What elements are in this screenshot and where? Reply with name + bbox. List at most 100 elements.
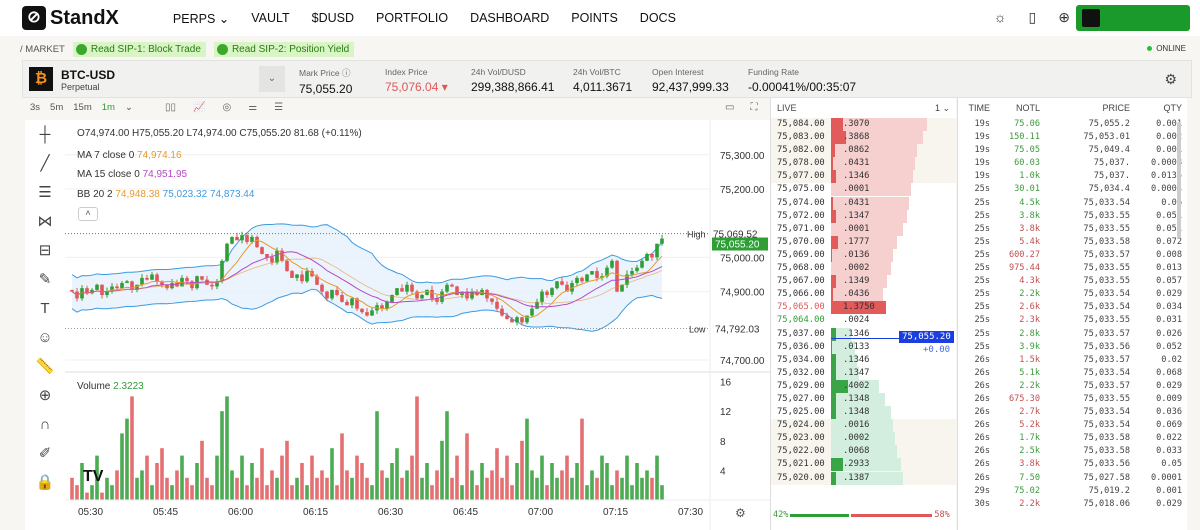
emoji-icon[interactable]: ☺ <box>37 329 53 346</box>
market-ticker: ₿ BTC-USD Perpetual ⌄ Mark Price ⓘ 75,055… <box>22 60 1192 98</box>
nav-item[interactable]: $DUSD <box>311 10 355 25</box>
camera-icon[interactable]: ◎ <box>222 102 232 113</box>
trade-qty: 0.026 <box>1156 328 1182 339</box>
ask-row[interactable]: 75,072.00 .1347 <box>771 209 956 223</box>
bid-row[interactable]: 75,022.00 .0068 <box>771 445 956 459</box>
text-icon[interactable]: T <box>40 300 50 317</box>
sip2-link[interactable]: Read SIP-2: Position Yield <box>213 42 355 57</box>
theme-sun-icon[interactable]: ☼ <box>993 9 1007 25</box>
interval-option[interactable]: ⌄ <box>124 102 133 113</box>
maximize-icon[interactable]: ▭ <box>725 102 735 113</box>
ask-row[interactable]: 75,069.00 .0136 <box>771 248 956 262</box>
zoom-icon[interactable]: ⊕ <box>38 387 52 404</box>
bid-row[interactable]: 75,064.00 .0024 <box>771 314 956 327</box>
candle <box>635 267 639 272</box>
ask-price: 75,082.00 <box>777 145 825 156</box>
low-value: 74,792.03 <box>715 325 760 336</box>
trade-qty: 0.0008 <box>1150 158 1182 169</box>
bid-row[interactable]: 75,036.00 .0133 <box>771 340 956 354</box>
bid-row[interactable]: 75,024.00 .0016 <box>771 419 956 433</box>
bid-row[interactable]: 75,023.00 .0002 <box>771 432 956 446</box>
bid-row[interactable]: 75,037.00 .1346 <box>771 327 956 341</box>
ask-row[interactable]: 75,084.00 .3070 <box>771 118 956 132</box>
candle <box>350 298 354 306</box>
volume-bar <box>75 485 79 500</box>
candle <box>340 295 344 302</box>
nav-item[interactable]: DASHBOARD <box>470 10 550 25</box>
ask-row[interactable]: 75,065.00 1.3750 <box>771 301 956 315</box>
magnet-icon[interactable]: ∩ <box>39 416 51 433</box>
price-chart[interactable]: 75,300.00 75,200.00 75,000.00 74,900.00 74,7… <box>65 120 770 530</box>
bid-row[interactable]: 75,034.00 .1346 <box>771 353 956 367</box>
interval-option[interactable]: 1m <box>101 102 115 113</box>
volume-bar <box>350 477 354 500</box>
ask-row[interactable]: 75,070.00 .1777 <box>771 235 956 249</box>
ask-row[interactable]: 75,068.00 .0002 <box>771 262 956 276</box>
ask-row[interactable]: 75,071.00 .0001 <box>771 222 956 236</box>
bid-row[interactable]: 75,025.00 .1348 <box>771 406 956 420</box>
ma7-value: 74,974.16 <box>137 150 182 161</box>
indicators-icon[interactable]: 📈 <box>193 102 206 113</box>
fib-icon[interactable]: ☰ <box>38 184 52 201</box>
ask-row[interactable]: 75,074.00 .0431 <box>771 196 956 210</box>
trend-line-icon[interactable]: ╱ <box>40 155 50 172</box>
interval-option[interactable]: 5m <box>50 102 64 113</box>
ask-row[interactable]: 75,082.00 .0862 <box>771 144 956 158</box>
candle-type-icon[interactable]: ▯▯ <box>165 102 177 113</box>
price-group-select[interactable]: 1 ⌄ <box>934 103 950 113</box>
logo[interactable]: ⊘ StandX <box>22 6 119 30</box>
market-dropdown[interactable]: ⌄ <box>259 66 285 92</box>
trade-price: 75,033.54 <box>1083 302 1130 313</box>
sip1-link[interactable]: Read SIP-1: Block Trade <box>72 42 206 57</box>
account-button[interactable] <box>1076 5 1190 31</box>
pattern-icon[interactable]: ⋈ <box>37 213 53 230</box>
time-tick: 06:00 <box>228 507 253 518</box>
ask-row[interactable]: 75,083.00 .3868 <box>771 131 956 145</box>
candle <box>415 291 419 299</box>
candle <box>330 289 334 299</box>
interval-option[interactable]: 3s <box>30 102 41 113</box>
interval-option[interactable]: 15m <box>73 102 92 113</box>
ask-row[interactable]: 75,077.00 .1346 <box>771 170 956 184</box>
projection-icon[interactable]: ⊟ <box>38 242 52 259</box>
ruler-icon[interactable]: 📏 <box>35 358 55 375</box>
trade-price: 75,033.54 <box>1083 420 1130 431</box>
brush-icon[interactable]: ✎ <box>38 271 52 288</box>
volume-tick: 12 <box>720 407 732 418</box>
scrollbar[interactable] <box>1177 122 1181 238</box>
fullscreen-icon[interactable]: ⛶ <box>750 102 758 113</box>
nav-item[interactable]: DOCS <box>639 10 676 25</box>
volume-tick: 16 <box>720 378 732 389</box>
trade-notional: 1.0k <box>1019 171 1040 182</box>
ask-row[interactable]: 75,067.00 .1349 <box>771 275 956 289</box>
lock-draw-icon[interactable]: ✐ <box>38 445 52 462</box>
nav-item[interactable]: POINTS <box>571 10 618 25</box>
nav-item[interactable]: VAULT <box>251 10 290 25</box>
nav-item[interactable]: PERPS ⌄ <box>172 11 230 26</box>
mobile-icon[interactable]: ▯ <box>1028 9 1037 25</box>
settings-sliders-icon[interactable]: ⚌ <box>248 102 258 113</box>
bid-row[interactable]: 75,027.00 .1348 <box>771 392 956 406</box>
ask-row[interactable]: 75,075.00 .0001 <box>771 183 956 197</box>
globe-icon[interactable]: ⊕ <box>1058 9 1070 25</box>
trade-qty: 0.051 <box>1156 210 1182 221</box>
bid-row[interactable]: 75,021.00 .2933 <box>771 458 956 472</box>
volume-bar <box>560 470 564 500</box>
bid-price: 75,027.00 <box>777 393 825 404</box>
gear-icon[interactable]: ⚙ <box>1164 71 1177 87</box>
lock-icon[interactable]: 🔒 <box>35 474 55 491</box>
list-icon[interactable]: ☰ <box>274 102 284 113</box>
collapse-legend-button[interactable]: ˄ <box>78 207 98 221</box>
bid-row[interactable]: 75,032.00 .1347 <box>771 366 956 380</box>
candle <box>510 318 514 323</box>
ask-row[interactable]: 75,066.00 .0436 <box>771 288 956 302</box>
ask-row[interactable]: 75,078.00 .0431 <box>771 157 956 171</box>
trade-row: 26s 675.30 75,033.55 0.009 <box>958 393 1187 406</box>
chart-settings-icon[interactable]: ⚙ <box>735 506 746 520</box>
crosshair-icon[interactable]: ┼ <box>39 126 51 143</box>
trade-qty: 0.036 <box>1156 407 1182 418</box>
bid-row[interactable]: 75,020.00 .1387 <box>771 471 956 485</box>
ask-depth-bar <box>831 157 915 171</box>
bid-row[interactable]: 75,029.00 .4002 <box>771 379 956 393</box>
nav-item[interactable]: PORTFOLIO <box>376 10 449 25</box>
